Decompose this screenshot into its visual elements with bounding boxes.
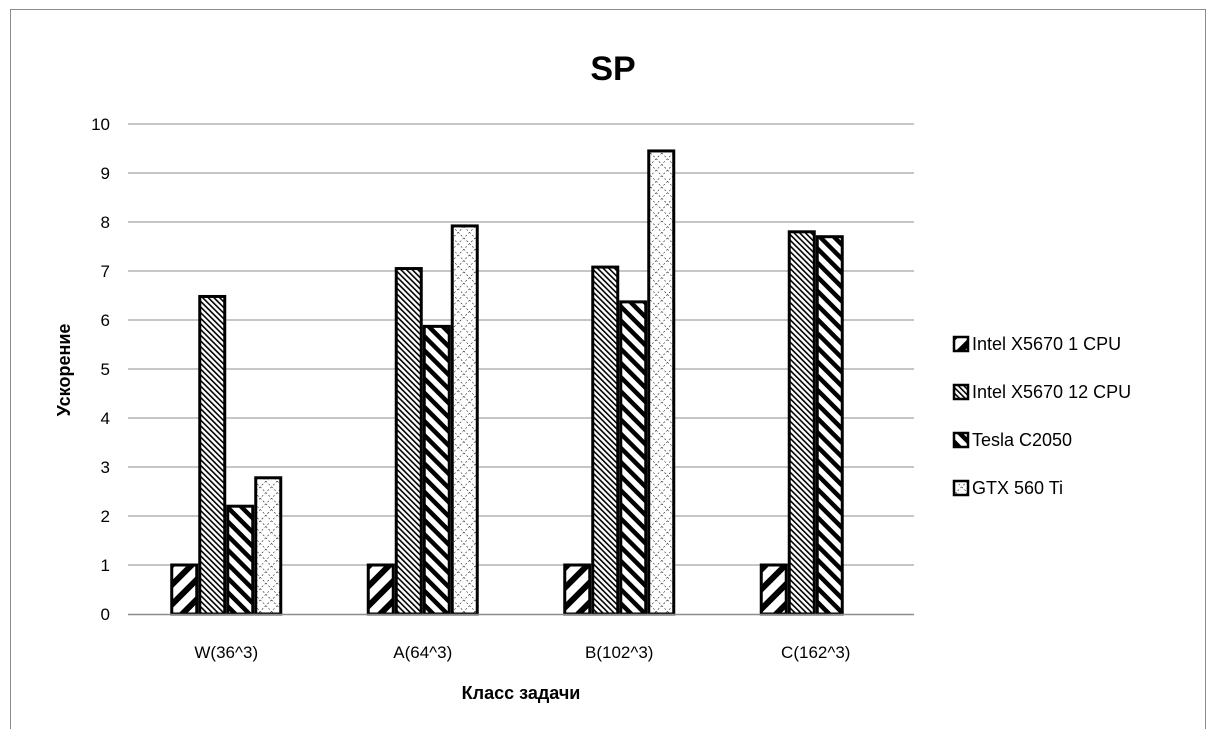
x-tick-label: A(64^3) bbox=[393, 643, 452, 662]
legend-swatch bbox=[952, 383, 970, 401]
y-tick-label: 0 bbox=[101, 605, 110, 624]
bar bbox=[563, 563, 592, 616]
y-tick-label: 2 bbox=[101, 507, 110, 526]
bar bbox=[787, 230, 816, 616]
legend-label: Intel X5670 1 CPU bbox=[972, 334, 1121, 354]
y-tick-label: 3 bbox=[101, 458, 110, 477]
legend: Intel X5670 1 CPU Intel X5670 12 CPU Tesla… bbox=[952, 334, 1131, 498]
bar bbox=[759, 563, 788, 616]
bars bbox=[170, 149, 844, 616]
x-tick-label: C(162^3) bbox=[781, 643, 850, 662]
x-axis-tick-labels: W(36^3) A(64^3) B(102^3) C(162^3) bbox=[194, 643, 850, 662]
legend-swatch bbox=[952, 479, 970, 497]
bar bbox=[366, 563, 395, 616]
chart-title: SP bbox=[590, 50, 635, 88]
legend-label: GTX 560 Ti bbox=[972, 478, 1063, 498]
bar bbox=[198, 294, 227, 616]
bar bbox=[394, 267, 423, 616]
bar bbox=[254, 476, 283, 616]
legend-swatch bbox=[952, 335, 970, 353]
bar bbox=[170, 563, 199, 616]
y-axis-label: Ускорение bbox=[54, 324, 74, 417]
legend-label: Intel X5670 12 CPU bbox=[972, 382, 1131, 402]
bar bbox=[226, 504, 255, 616]
y-axis-tick-labels: 0 1 2 3 4 5 6 7 8 9 10 bbox=[91, 115, 110, 624]
y-tick-label: 1 bbox=[101, 556, 110, 575]
y-tick-label: 9 bbox=[101, 164, 110, 183]
bar bbox=[647, 149, 676, 616]
y-tick-label: 8 bbox=[101, 213, 110, 232]
legend-label: Tesla C2050 bbox=[972, 430, 1072, 450]
legend-swatch bbox=[952, 431, 970, 449]
bar bbox=[450, 224, 479, 616]
bar bbox=[591, 265, 620, 616]
x-axis-label: Класс задачи bbox=[462, 683, 581, 703]
y-tick-label: 10 bbox=[91, 115, 110, 134]
y-tick-label: 5 bbox=[101, 360, 110, 379]
bar bbox=[815, 235, 844, 616]
y-tick-label: 6 bbox=[101, 311, 110, 330]
y-tick-label: 4 bbox=[101, 409, 110, 428]
y-tick-label: 7 bbox=[101, 262, 110, 281]
bar bbox=[619, 300, 648, 616]
x-tick-label: W(36^3) bbox=[194, 643, 258, 662]
gridlines bbox=[128, 123, 914, 566]
x-tick-label: B(102^3) bbox=[585, 643, 653, 662]
bar bbox=[422, 324, 451, 616]
